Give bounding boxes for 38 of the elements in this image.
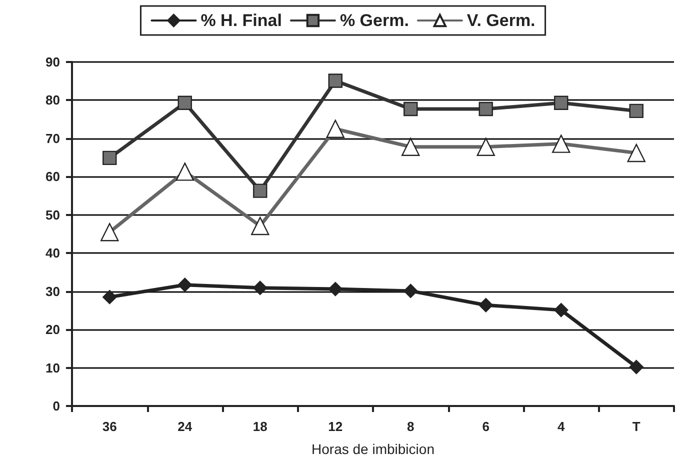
legend-label: % H. Final [200, 11, 282, 30]
point [328, 74, 342, 88]
point [102, 150, 117, 166]
x-axis-title: Horas de imbibicion [312, 441, 434, 457]
point [102, 290, 117, 304]
x-tick-label: 36 [102, 419, 117, 434]
point [404, 284, 418, 298]
point [178, 278, 192, 292]
y-tick-label: 0 [52, 398, 60, 414]
legend-label: V. Germ. [466, 11, 536, 30]
y-tick-label: 40 [46, 246, 60, 261]
point [253, 184, 268, 198]
legend-label: % Germ. [340, 11, 409, 30]
y-tick-label: 50 [46, 207, 60, 222]
point [629, 104, 644, 118]
point [178, 96, 192, 110]
x-tick-label: 18 [252, 419, 268, 434]
x-tick-label: 4 [558, 419, 566, 434]
x-tick-label: 8 [407, 419, 414, 434]
point [554, 302, 568, 318]
point [478, 102, 493, 116]
x-tick-label: 24 [178, 419, 193, 434]
y-tick-label: 70 [46, 130, 60, 146]
point [554, 96, 568, 110]
point [478, 298, 493, 312]
y-tick-label: 20 [46, 322, 60, 338]
y-tick-label: 30 [46, 284, 60, 299]
x-tick-label: 12 [328, 419, 343, 434]
point [328, 282, 342, 296]
x-tick-label: T [632, 419, 640, 434]
x-tick-label: 6 [482, 419, 490, 434]
point [404, 102, 418, 116]
y-tick-label: 80 [46, 92, 60, 108]
y-tick-label: 10 [46, 360, 60, 376]
y-tick-label: 90 [46, 54, 60, 70]
y-tick-label: 60 [46, 169, 60, 184]
point [253, 280, 268, 295]
point [629, 360, 644, 374]
